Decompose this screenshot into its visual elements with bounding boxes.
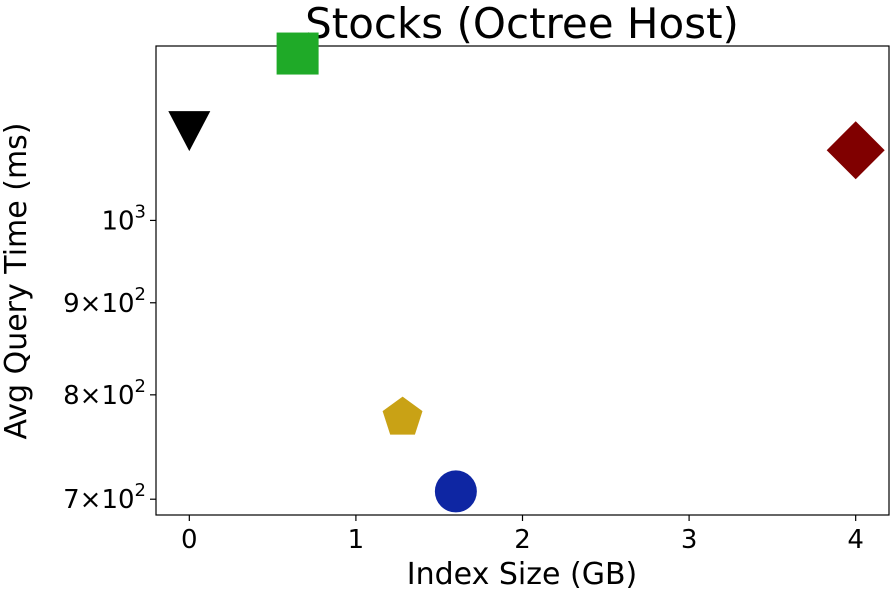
x-tick-label-0: 0 (181, 525, 198, 555)
data-point-3-circle (434, 470, 477, 513)
y-tick-label-3: 103 (101, 201, 146, 236)
x-axis: 0 1 2 3 4 (181, 515, 864, 555)
data-point-0-triangle-down (168, 111, 211, 152)
data-point-1-square (276, 32, 319, 75)
x-tick-label-1: 1 (348, 525, 365, 555)
y-axis-label: Avg Query Time (ms) (0, 122, 34, 439)
y-tick-label-2: 9×102 (63, 284, 146, 319)
y-axis: 7×102 8×102 9×102 103 (63, 201, 156, 515)
x-axis-label: Index Size (GB) (407, 557, 637, 592)
data-point-2-pentagon (382, 396, 423, 435)
x-tick-label-4: 4 (847, 525, 864, 555)
x-tick-label-2: 2 (514, 525, 531, 555)
data-points (168, 32, 885, 513)
x-tick-label-3: 3 (681, 525, 698, 555)
plot-area (155, 45, 890, 516)
data-point-4-diamond (826, 121, 885, 180)
y-tick-label-1: 8×102 (63, 376, 146, 411)
chart-title: Stocks (Octree Host) (305, 0, 739, 48)
y-tick-label-0: 7×102 (63, 480, 146, 515)
